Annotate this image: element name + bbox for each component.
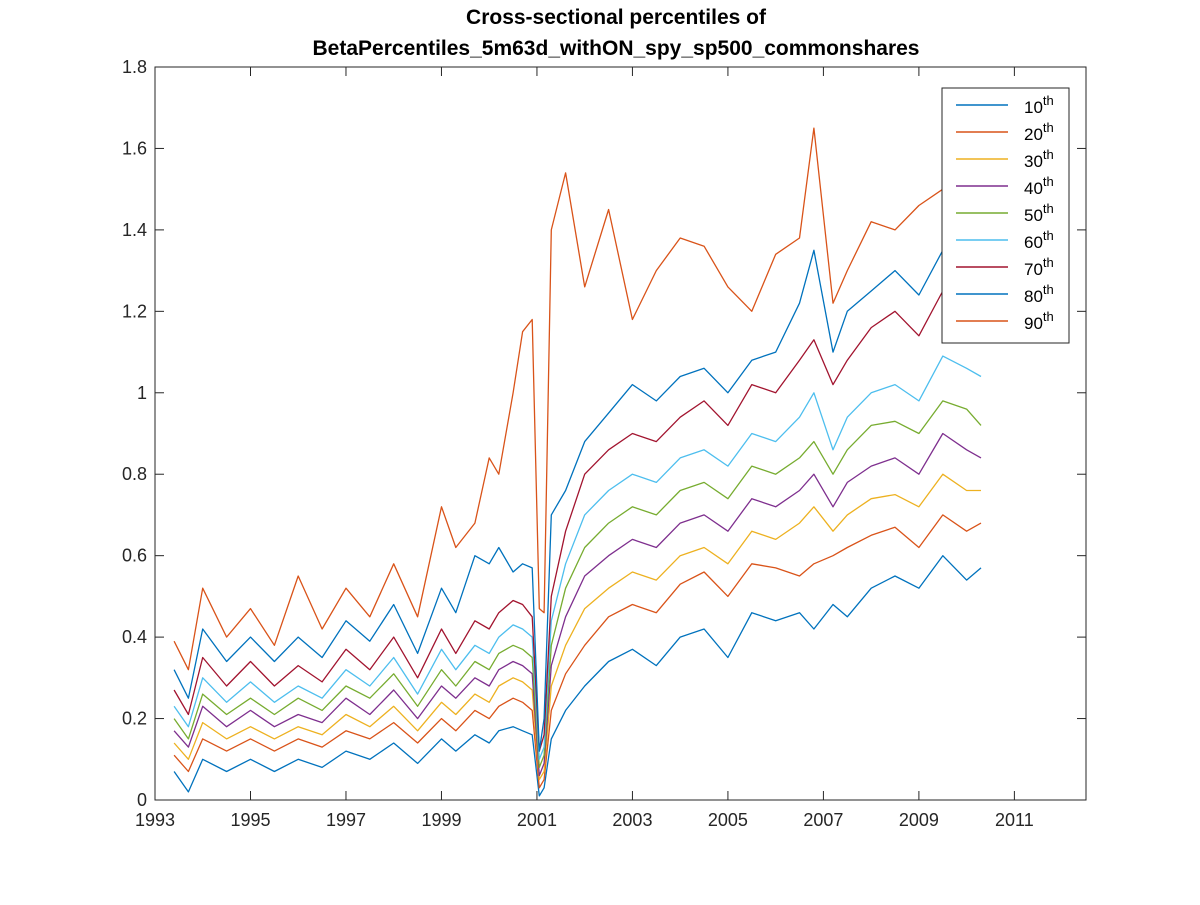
y-tick-label: 1.4 — [122, 220, 147, 240]
x-tick-label: 1997 — [326, 810, 366, 830]
y-tick-label: 1.2 — [122, 301, 147, 321]
legend-box — [941, 87, 1070, 344]
x-tick-label: 2011 — [995, 810, 1034, 830]
legend-label-80: 80th — [1024, 282, 1054, 306]
y-tick-label: 0.8 — [122, 464, 147, 484]
y-tick-label: 1.8 — [122, 57, 147, 77]
legend-label-10: 10th — [1024, 93, 1054, 117]
x-tick-label: 1999 — [421, 810, 461, 830]
series-line-60 — [173, 355, 982, 760]
legend: 10th 20th 30th 40th 50th 60th 70th 80th 90th — [941, 87, 1070, 344]
y-tick-label: 0.6 — [122, 546, 147, 566]
x-tick-label: 2007 — [803, 810, 843, 830]
series-line-40 — [173, 432, 982, 777]
series-line-70 — [173, 290, 982, 752]
x-tick-label: 2001 — [517, 810, 557, 830]
axis-ticks: 1993 1995 1997 1999 2001 2003 2005 2007 2009 2011… — [122, 57, 1086, 830]
legend-label-60: 60th — [1024, 228, 1054, 252]
series-line-10 — [173, 555, 982, 797]
legend-label-40: 40th — [1024, 174, 1054, 198]
y-tick-label: 0 — [137, 790, 147, 810]
x-tick-label: 1993 — [135, 810, 175, 830]
x-tick-label: 2003 — [612, 810, 652, 830]
chart-title-line2: BetaPercentiles_5m63d_withON_spy_sp500_c… — [313, 37, 920, 60]
series-line-20 — [173, 514, 982, 789]
plot-area-frame — [154, 66, 1087, 801]
series-lines — [173, 127, 982, 797]
series-line-50 — [173, 400, 982, 769]
legend-label-90: 90th — [1024, 309, 1054, 333]
x-tick-label: 1995 — [230, 810, 270, 830]
chart-title-line1: Cross-sectional percentiles of — [466, 6, 767, 29]
series-line-90 — [173, 127, 982, 671]
series-line-30 — [173, 473, 981, 781]
series-line-80 — [173, 249, 982, 752]
y-tick-label: 0.2 — [122, 709, 147, 729]
x-tick-label: 2005 — [708, 810, 748, 830]
y-tick-label: 0.4 — [122, 627, 147, 647]
x-tick-label: 2009 — [899, 810, 939, 830]
y-tick-label: 1.6 — [122, 138, 147, 158]
legend-label-50: 50th — [1024, 201, 1054, 225]
y-tick-label: 1 — [137, 383, 147, 403]
legend-label-30: 30th — [1024, 147, 1054, 171]
legend-label-70: 70th — [1024, 255, 1054, 279]
legend-label-20: 20th — [1024, 120, 1054, 144]
